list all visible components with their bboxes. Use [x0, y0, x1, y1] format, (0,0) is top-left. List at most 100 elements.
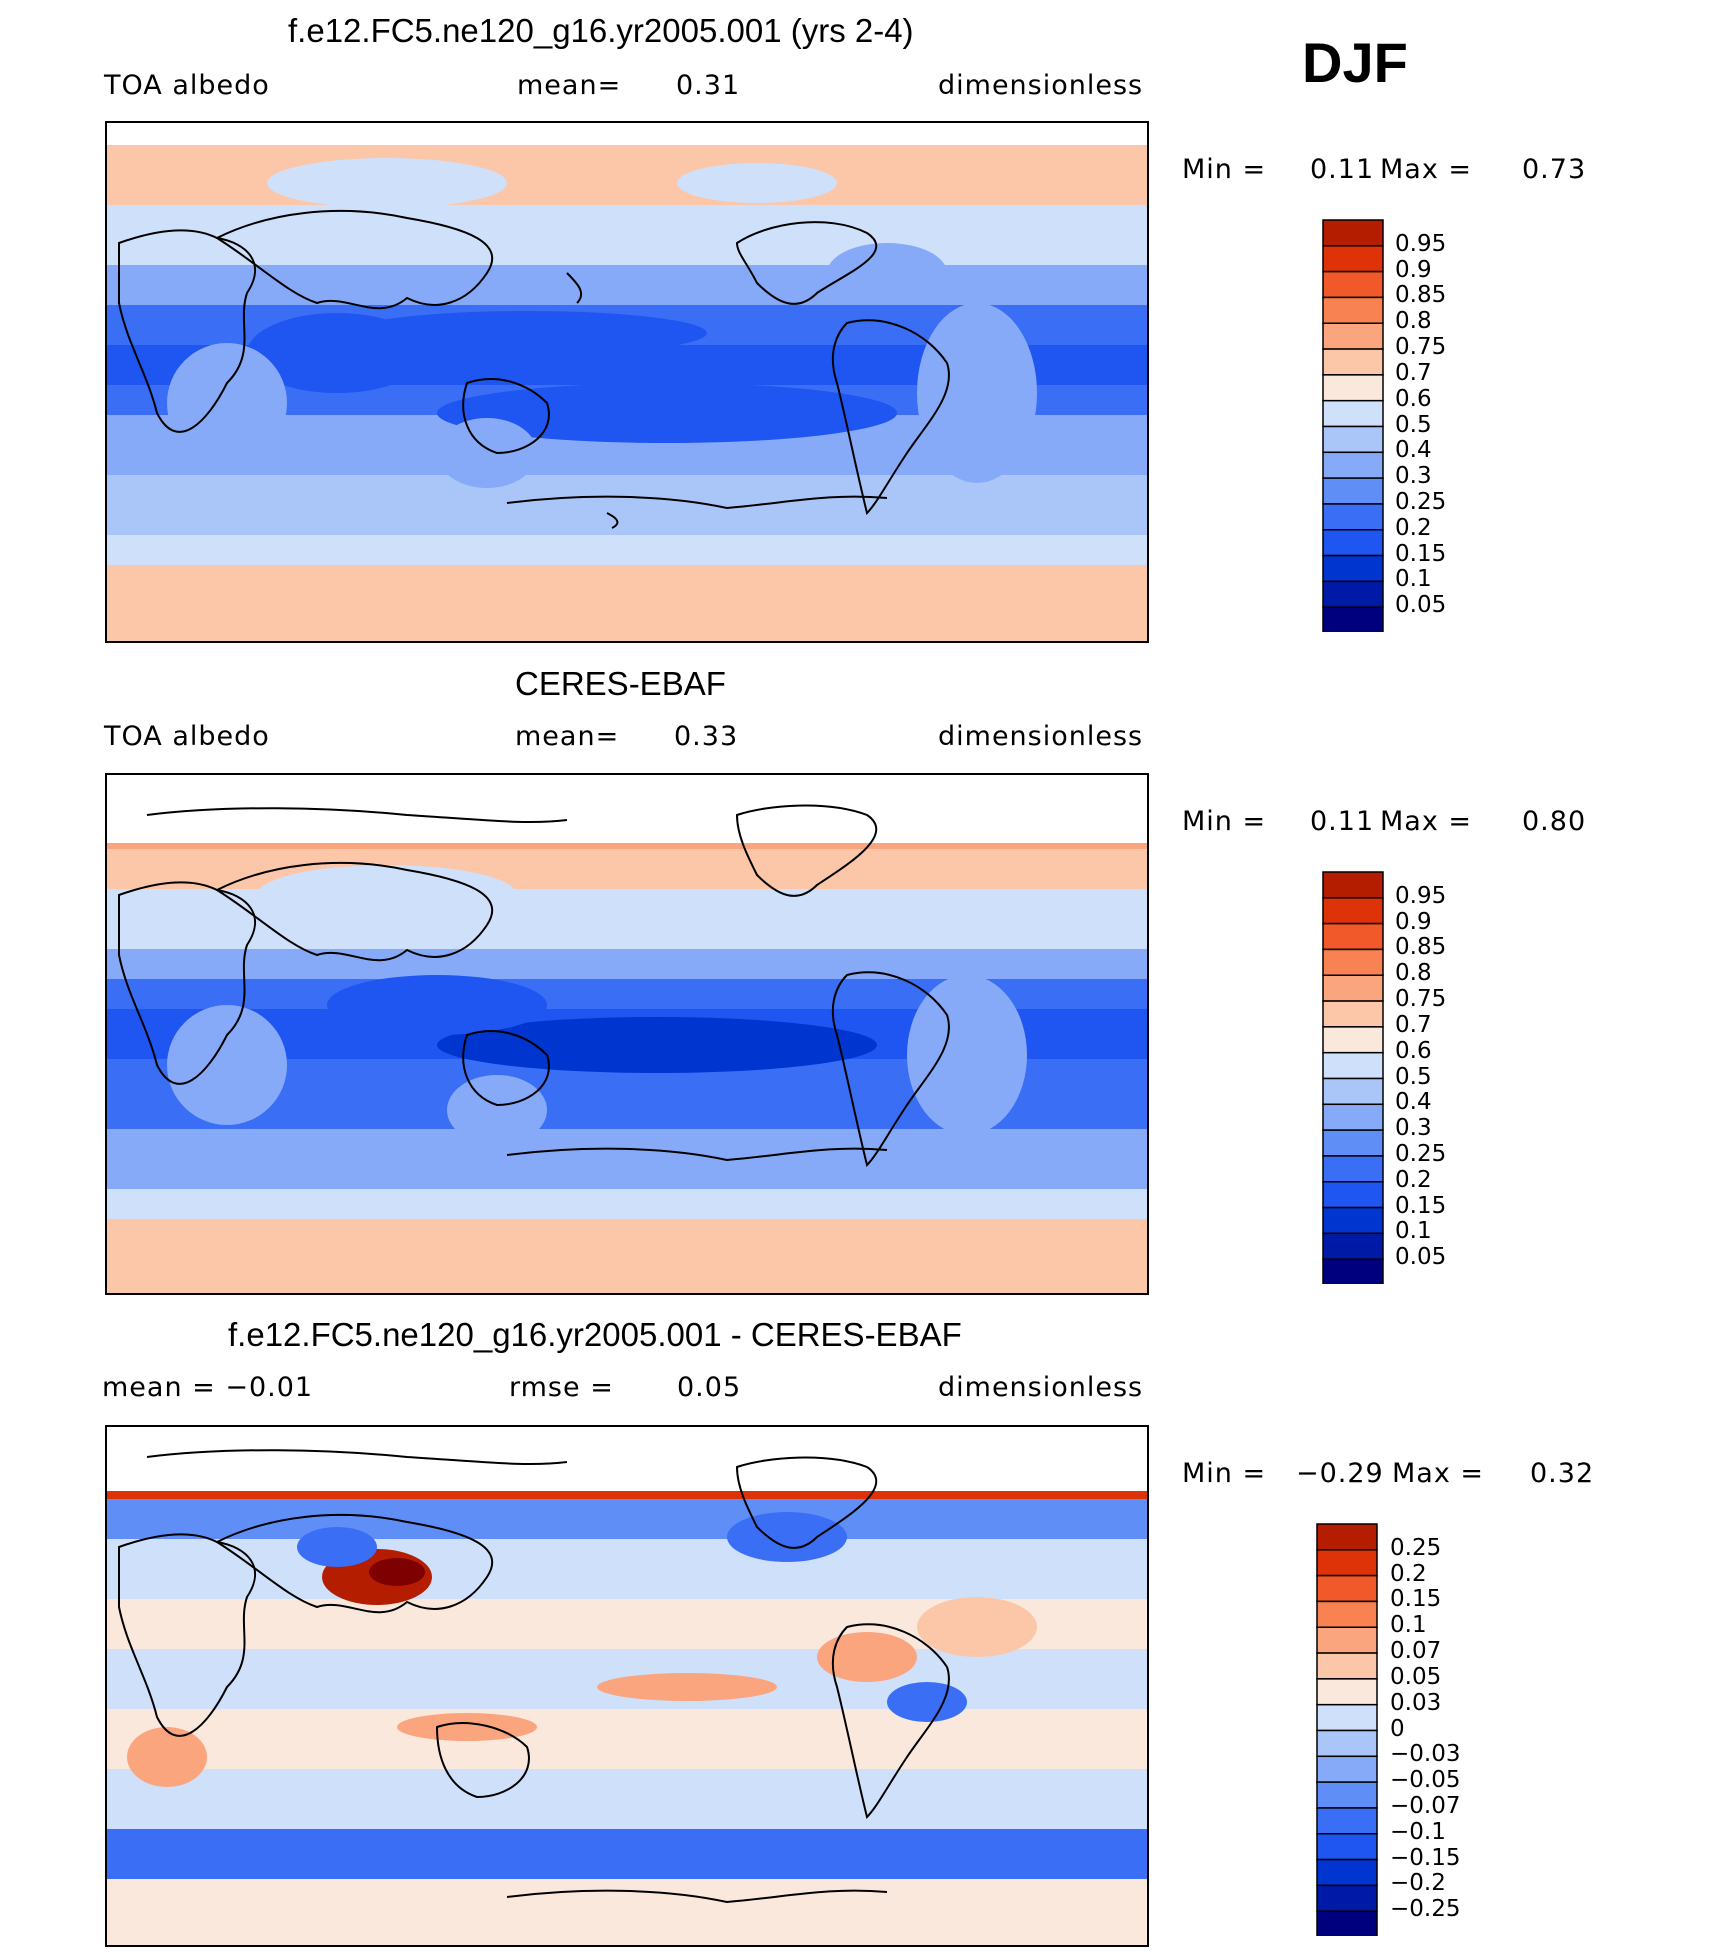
colorbar-swatch: [1322, 1051, 1384, 1080]
colorbar-swatch: [1322, 1155, 1384, 1183]
colorbar-level-label: 0.9: [1395, 256, 1432, 283]
colorbar-level-label: 0.2: [1395, 1166, 1432, 1193]
panel-1-min-value: 0.11: [1310, 154, 1375, 185]
colorbar-swatch: [1322, 1000, 1384, 1028]
colorbar-swatch: [1322, 554, 1384, 583]
colorbar-swatch: [1322, 1181, 1384, 1209]
colorbar-level-label: 0.3: [1395, 463, 1432, 490]
colorbar-level-label: 0.05: [1390, 1663, 1442, 1690]
panel-3-min-label: Min =: [1182, 1458, 1267, 1489]
colorbar-level-label: 0.85: [1395, 934, 1447, 961]
panel-1-units: dimensionless: [938, 70, 1144, 101]
colorbar-swatch: [1322, 1129, 1384, 1157]
colorbar-swatch: [1322, 348, 1384, 376]
colorbar-swatch: [1322, 922, 1384, 951]
panel-1-max-label: Max =: [1380, 154, 1473, 185]
colorbar-level-label: 0.25: [1395, 488, 1447, 515]
colorbar-svg: [1322, 219, 1384, 634]
colorbar-level-label: 0.8: [1395, 960, 1432, 987]
colorbar-level-label: 0.75: [1395, 334, 1447, 361]
panel-3-max-value: 0.32: [1530, 1458, 1595, 1489]
panel-2-max-label: Max =: [1380, 806, 1473, 837]
colorbar-swatch: [1322, 1077, 1384, 1106]
panel-1-mean-label: mean=: [517, 70, 622, 101]
panel-1-variable: TOA albedo: [104, 70, 270, 101]
colorbar-swatch: [1322, 897, 1384, 925]
colorbar-swatch: [1316, 1807, 1378, 1835]
colorbar-swatch: [1316, 1858, 1378, 1887]
colorbar-swatch: [1322, 974, 1384, 1002]
colorbar-level-label: 0.95: [1395, 230, 1447, 257]
panel-3-map-svg: [107, 1427, 1147, 1945]
colorbar-level-label: 0.15: [1395, 1192, 1447, 1219]
colorbar-level-label: 0.15: [1395, 540, 1447, 567]
colorbar-svg: [1322, 871, 1384, 1286]
colorbar-swatch: [1322, 399, 1384, 428]
colorbar-swatch: [1322, 871, 1384, 899]
colorbar-swatch: [1322, 1206, 1384, 1235]
panel-2-max-value: 0.80: [1522, 806, 1587, 837]
colorbar-swatch: [1316, 1600, 1378, 1628]
colorbar-level-label: 0.8: [1395, 308, 1432, 335]
colorbar-swatch: [1322, 296, 1384, 324]
colorbar-level-label: 0.6: [1395, 1037, 1432, 1064]
panel-2-min-value: 0.11: [1310, 806, 1375, 837]
colorbar-level-label: 0.9: [1395, 908, 1432, 935]
colorbar-swatch: [1322, 1103, 1384, 1131]
panel-3-max-label: Max =: [1392, 1458, 1485, 1489]
panel-3-colorbar: [1316, 1523, 1378, 1938]
colorbar-swatch: [1316, 1781, 1378, 1809]
colorbar-level-label: 0.2: [1395, 514, 1432, 541]
colorbar-swatch: [1316, 1549, 1378, 1577]
panel-1-map: [105, 121, 1149, 643]
colorbar-level-label: −0.07: [1390, 1792, 1461, 1819]
panel-3-mean: mean = −0.01: [102, 1372, 314, 1403]
panel-2-mean-label: mean=: [515, 721, 620, 752]
colorbar-swatch: [1316, 1884, 1378, 1912]
colorbar-level-label: −0.03: [1390, 1741, 1461, 1768]
colorbar-swatch: [1322, 1232, 1384, 1260]
panel-3-rmse-value: 0.05: [677, 1372, 742, 1403]
colorbar-level-label: 0.25: [1390, 1534, 1442, 1561]
colorbar-swatch: [1322, 1026, 1384, 1054]
panel-2-title: CERES-EBAF: [515, 665, 726, 702]
colorbar-level-label: −0.15: [1390, 1844, 1461, 1871]
panel-2-mean-value: 0.33: [674, 721, 739, 752]
panel-2-colorbar: [1322, 871, 1384, 1286]
colorbar-swatch: [1322, 322, 1384, 350]
colorbar-swatch: [1322, 529, 1384, 557]
colorbar-swatch: [1322, 503, 1384, 531]
colorbar-level-label: 0.5: [1395, 1063, 1432, 1090]
colorbar-level-label: 0.03: [1390, 1689, 1442, 1716]
panel-1-colorbar: [1322, 219, 1384, 634]
panel-1-map-svg: [107, 123, 1147, 641]
colorbar-level-label: 0.75: [1395, 986, 1447, 1013]
colorbar-level-label: 0.95: [1395, 882, 1447, 909]
colorbar-level-label: 0.7: [1395, 1011, 1432, 1038]
colorbar-swatch: [1316, 1833, 1378, 1861]
panel-2-map-svg: [107, 775, 1147, 1293]
colorbar-level-label: 0.15: [1390, 1586, 1442, 1613]
colorbar-level-label: 0.1: [1395, 1218, 1432, 1245]
colorbar-level-label: 0.4: [1395, 437, 1432, 464]
colorbar-swatch: [1316, 1652, 1378, 1680]
colorbar-swatch: [1316, 1755, 1378, 1783]
colorbar-swatch: [1322, 948, 1384, 976]
colorbar-level-label: 0.85: [1395, 282, 1447, 309]
panel-2-min-label: Min =: [1182, 806, 1267, 837]
colorbar-level-label: 0.25: [1395, 1140, 1447, 1167]
panel-1-max-value: 0.73: [1522, 154, 1587, 185]
panel-3-min-value: −0.29: [1296, 1458, 1384, 1489]
colorbar-level-label: −0.25: [1390, 1896, 1461, 1923]
panel-1-min-label: Min =: [1182, 154, 1267, 185]
colorbar-swatch: [1322, 451, 1384, 479]
panel-3-units: dimensionless: [938, 1372, 1144, 1403]
colorbar-level-label: 0.1: [1390, 1612, 1427, 1639]
colorbar-swatch: [1322, 606, 1384, 634]
colorbar-swatch: [1322, 219, 1384, 247]
colorbar-level-label: 0.05: [1395, 592, 1447, 619]
colorbar-swatch: [1322, 580, 1384, 608]
panel-3-rmse-label: rmse =: [509, 1372, 614, 1403]
colorbar-level-label: 0.2: [1390, 1560, 1427, 1587]
colorbar-level-label: 0.5: [1395, 411, 1432, 438]
